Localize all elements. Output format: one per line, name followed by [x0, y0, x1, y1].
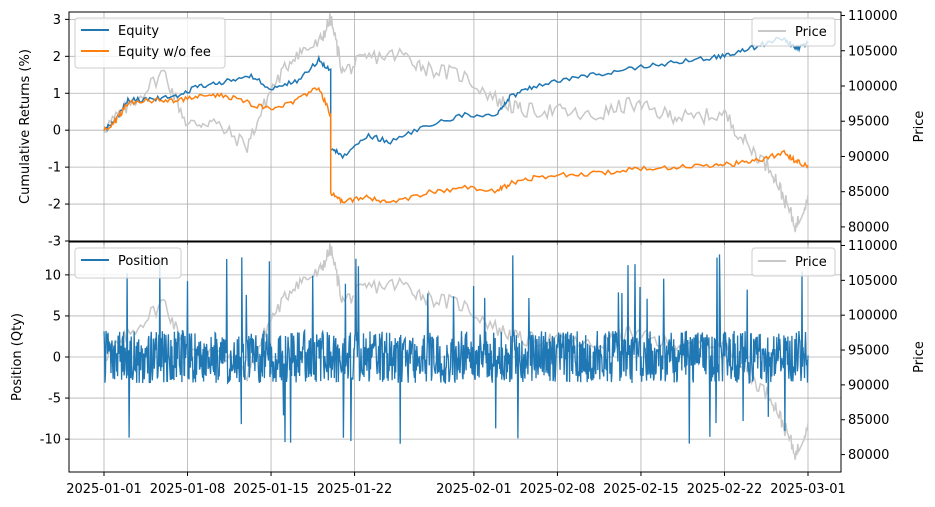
xtick-label-3: 2025-01-22	[317, 482, 393, 497]
series-equity-w-o-fee	[103, 86, 809, 205]
legend-label-price: Price	[795, 25, 827, 40]
ytick-label-3: -5	[48, 392, 61, 407]
panel-bottom: 10 5 0 -5 -10 110000 105000 100000 95000 90000 850…	[10, 239, 927, 497]
y2-axis-label: Price	[912, 341, 927, 373]
y2tick-label-1: 105000	[848, 44, 898, 59]
legend-right: Price	[751, 247, 836, 277]
ytick-label-5: -2	[48, 198, 61, 213]
xtick-label-2: 2025-01-15	[233, 482, 309, 497]
ytick-label-1: 2	[53, 50, 61, 65]
legend-box	[751, 17, 836, 47]
legend-label-1: Equity w/o fee	[118, 45, 211, 60]
ytick-label-2: 0	[53, 351, 61, 366]
legend-box	[751, 247, 836, 277]
ytick-label-2: 1	[53, 87, 61, 102]
ytick-label-3: 0	[53, 124, 61, 139]
legend-right: Price	[751, 17, 836, 47]
series-price	[103, 13, 809, 233]
series-position	[103, 254, 809, 444]
series-equity	[103, 36, 809, 160]
y2tick-label-0: 110000	[848, 9, 898, 24]
xtick-label-5: 2025-02-08	[520, 482, 596, 497]
ytick-label-1: 5	[53, 309, 61, 324]
plot-area	[103, 243, 809, 460]
legend-left: Equity Equity w/o fee	[74, 17, 226, 69]
legend-box	[74, 17, 226, 69]
y2tick-label-4: 90000	[848, 378, 889, 393]
y2tick-label-4: 90000	[848, 150, 889, 165]
y2tick-label-5: 85000	[848, 185, 889, 200]
legend-box	[74, 247, 182, 279]
y2tick-label-3: 95000	[848, 344, 889, 359]
plot-area	[103, 13, 809, 233]
xtick-label-0: 2025-01-01	[66, 482, 142, 497]
ytick-label-4: -1	[48, 161, 61, 176]
y-axis-label: Cumulative Returns (%)	[18, 49, 33, 204]
xtick-label-1: 2025-01-08	[150, 482, 226, 497]
legend-left: Position	[74, 247, 182, 279]
ytick-label-0: 10	[44, 268, 61, 283]
axes-frame	[68, 11, 842, 242]
xtick-label-8: 2025-03-01	[770, 482, 846, 497]
legend-label-0: Equity	[118, 24, 159, 39]
y2tick-label-6: 80000	[848, 448, 889, 463]
y2tick-label-5: 85000	[848, 413, 889, 428]
xtick-label-4: 2025-02-01	[436, 482, 512, 497]
y2-axis-label: Price	[912, 111, 927, 143]
legend-label-price: Price	[795, 255, 827, 270]
ytick-label-0: 3	[53, 13, 61, 28]
xtick-label-6: 2025-02-15	[603, 482, 679, 497]
ytick-label-4: -10	[40, 433, 61, 448]
series-price	[103, 243, 809, 460]
y2tick-label-3: 95000	[848, 115, 889, 130]
xtick-label-7: 2025-02-22	[687, 482, 763, 497]
y-axis-label: Position (Qty)	[10, 313, 25, 401]
panel-top: 3 2 1 0 -1 -2 -3 110000 105000 100000 95000 90000 85…	[18, 9, 927, 249]
legend-label-0: Position	[118, 254, 169, 269]
y2tick-label-0: 110000	[848, 239, 898, 254]
y2tick-label-2: 100000	[848, 79, 898, 94]
y2tick-label-2: 100000	[848, 309, 898, 324]
ytick-label-6: -3	[48, 235, 61, 250]
y2tick-label-1: 105000	[848, 274, 898, 289]
y2tick-label-6: 80000	[848, 220, 889, 235]
